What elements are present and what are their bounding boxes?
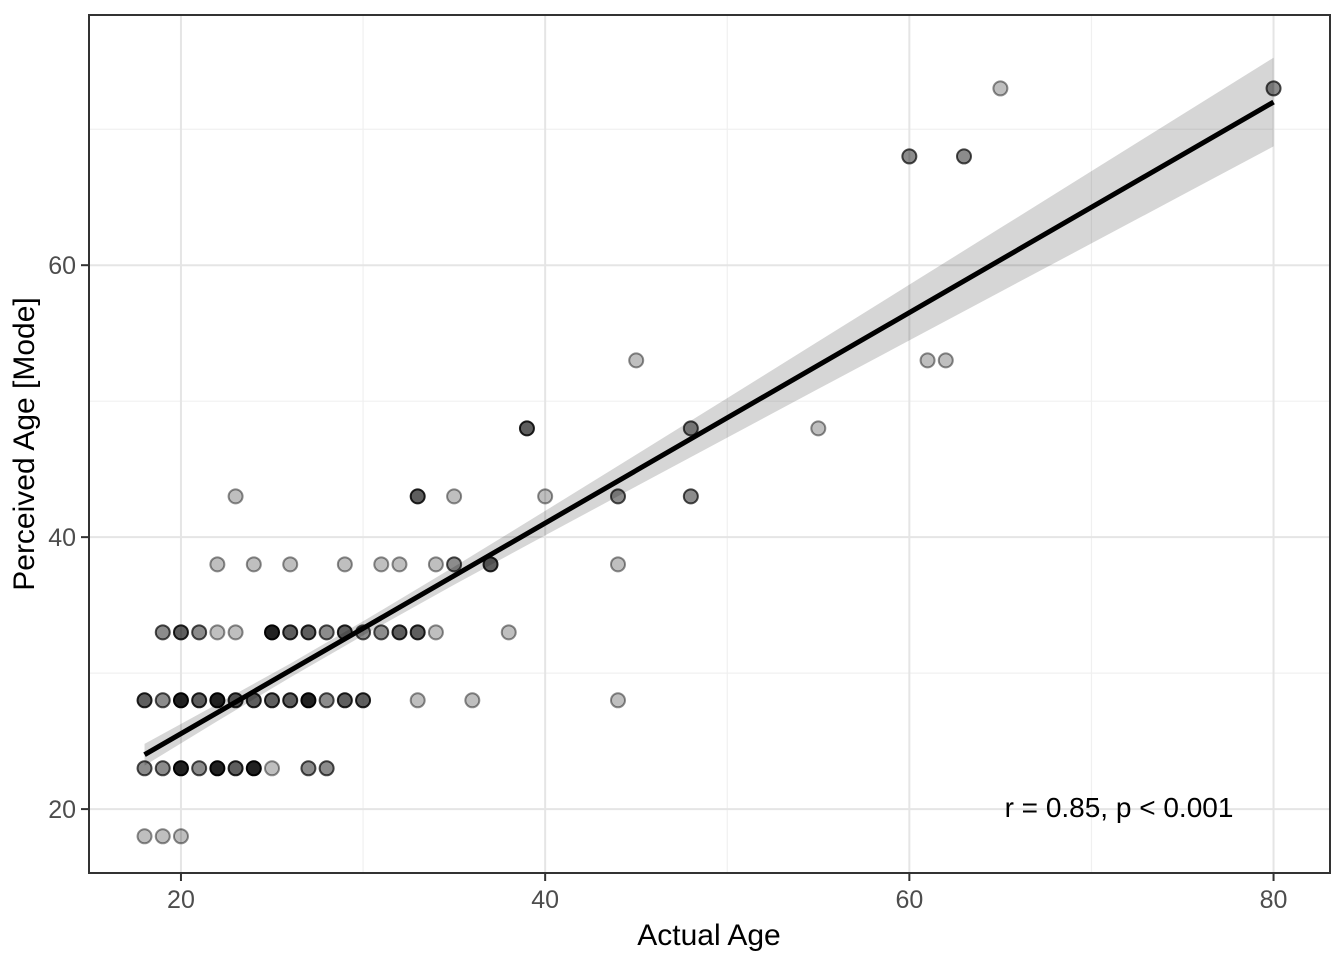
data-point — [154, 828, 171, 845]
data-point — [154, 624, 171, 641]
data-point — [446, 488, 463, 505]
data-point — [245, 692, 262, 709]
data-point — [318, 692, 335, 709]
data-point — [282, 624, 299, 641]
data-point — [427, 556, 444, 573]
data-point — [300, 692, 317, 709]
data-point — [628, 352, 645, 369]
data-point — [136, 760, 153, 777]
data-point — [609, 692, 626, 709]
y-axis-tick-label: 60 — [48, 252, 76, 280]
data-point — [227, 488, 244, 505]
chart-layers: 20 40 60 80 20 40 60 — [48, 14, 1331, 914]
data-point — [336, 556, 353, 573]
data-point — [937, 352, 954, 369]
data-point — [318, 624, 335, 641]
data-point — [300, 624, 317, 641]
data-point — [992, 80, 1009, 97]
x-axis-title: Actual Age — [637, 919, 780, 952]
data-point — [300, 760, 317, 777]
data-point — [919, 352, 936, 369]
x-axis-tick-label: 20 — [167, 886, 195, 914]
data-point — [245, 556, 262, 573]
confidence-band — [144, 57, 1274, 766]
data-point — [391, 556, 408, 573]
data-point — [682, 488, 699, 505]
data-point — [136, 692, 153, 709]
panel-border — [88, 14, 1331, 874]
data-point — [537, 488, 554, 505]
data-point — [682, 420, 699, 437]
x-axis-tick-label: 40 — [531, 886, 559, 914]
y-axis-title: Perceived Age [Mode] — [8, 297, 41, 591]
data-point — [227, 692, 244, 709]
data-point — [172, 624, 189, 641]
data-point — [172, 760, 189, 777]
data-point — [282, 556, 299, 573]
data-point — [409, 692, 426, 709]
data-point — [282, 692, 299, 709]
data-point — [446, 556, 463, 573]
data-point — [355, 624, 372, 641]
data-point — [355, 692, 372, 709]
y-axis-tick-label: 40 — [48, 524, 76, 552]
data-point — [810, 420, 827, 437]
x-axis-tick-label: 80 — [1260, 886, 1288, 914]
data-point — [209, 692, 226, 709]
x-axis-tick-label: 60 — [895, 886, 923, 914]
data-point — [336, 692, 353, 709]
data-point — [209, 624, 226, 641]
correlation-annotation: r = 0.85, p < 0.001 — [1005, 792, 1234, 823]
data-point — [227, 624, 244, 641]
data-point — [427, 624, 444, 641]
data-point — [518, 420, 535, 437]
data-point — [191, 760, 208, 777]
data-point — [154, 760, 171, 777]
data-point — [1265, 80, 1282, 97]
data-point — [464, 692, 481, 709]
data-point — [609, 488, 626, 505]
data-point — [209, 760, 226, 777]
data-point — [245, 760, 262, 777]
data-point — [336, 624, 353, 641]
y-axis-tick-label: 20 — [48, 796, 76, 824]
data-point — [482, 556, 499, 573]
data-point — [264, 692, 281, 709]
data-point — [264, 624, 281, 641]
data-point — [191, 692, 208, 709]
data-point — [154, 692, 171, 709]
data-point — [227, 760, 244, 777]
data-point — [373, 624, 390, 641]
data-point — [264, 760, 281, 777]
data-point — [391, 624, 408, 641]
data-point — [955, 148, 972, 165]
data-point — [136, 828, 153, 845]
data-point — [901, 148, 918, 165]
data-point — [609, 556, 626, 573]
data-point — [172, 692, 189, 709]
data-point — [318, 760, 335, 777]
data-point — [373, 556, 390, 573]
data-point — [191, 624, 208, 641]
data-point — [209, 556, 226, 573]
regression-line — [143, 99, 1275, 757]
data-point — [500, 624, 517, 641]
data-point — [409, 488, 426, 505]
data-point — [172, 828, 189, 845]
data-point — [409, 624, 426, 641]
panel-background — [89, 15, 1330, 873]
